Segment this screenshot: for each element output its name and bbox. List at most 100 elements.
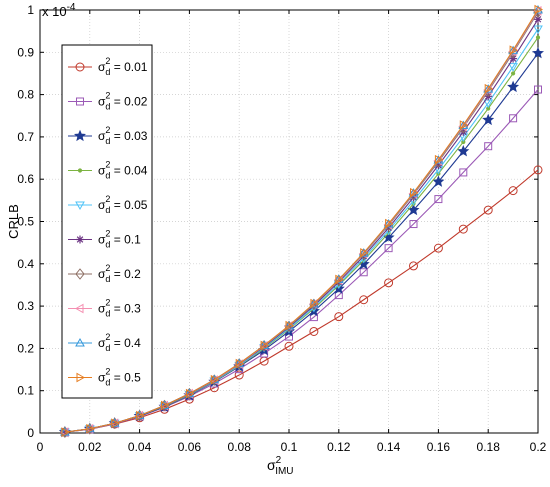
data-point bbox=[534, 85, 542, 94]
legend-entry: σ2 d = 0.4 bbox=[68, 332, 141, 353]
data-point bbox=[408, 188, 419, 197]
data-point bbox=[432, 175, 445, 187]
data-point bbox=[284, 341, 294, 351]
legend-label: σ2 d = 0.1 bbox=[98, 229, 141, 250]
data-point bbox=[359, 295, 369, 305]
legend-entry: σ2 d = 0.01 bbox=[68, 56, 148, 77]
legend-entry: σ2 d = 0.02 bbox=[68, 91, 148, 112]
data-point bbox=[310, 298, 319, 309]
data-point bbox=[508, 186, 518, 196]
data-point bbox=[234, 358, 245, 368]
y-axis-multiplier: x 10-4 bbox=[42, 2, 76, 19]
y-tick-label: 0.3 bbox=[17, 299, 34, 313]
data-point-center bbox=[511, 57, 515, 61]
data-point bbox=[458, 224, 468, 234]
data-point bbox=[259, 340, 269, 349]
y-tick-label: 0.4 bbox=[17, 257, 34, 271]
legend-label: σ2 d = 0.2 bbox=[98, 263, 141, 284]
data-point bbox=[61, 427, 70, 438]
data-point bbox=[209, 374, 220, 384]
data-point bbox=[434, 154, 444, 165]
data-point bbox=[533, 4, 543, 14]
data-point bbox=[136, 410, 145, 421]
data-point-center bbox=[63, 430, 67, 434]
legend-marker-center bbox=[78, 237, 82, 242]
legend-label: σ2 d = 0.02 bbox=[98, 91, 148, 112]
y-tick-label: 0.8 bbox=[17, 88, 34, 102]
data-point bbox=[510, 71, 516, 76]
y-multiplier-exponent: -4 bbox=[67, 2, 76, 13]
data-point bbox=[384, 244, 393, 253]
data-point bbox=[533, 165, 543, 175]
x-axis-label: σ2 IMU bbox=[267, 455, 294, 477]
data-point bbox=[309, 298, 319, 308]
data-point bbox=[360, 247, 369, 258]
data-point bbox=[484, 142, 493, 151]
data-point bbox=[433, 243, 443, 253]
legend-marker bbox=[76, 97, 84, 106]
data-point bbox=[409, 261, 418, 271]
legend-entry: σ2 d = 0.2 bbox=[68, 263, 141, 284]
data-point bbox=[508, 63, 518, 72]
data-point bbox=[260, 340, 270, 351]
data-point bbox=[234, 370, 244, 380]
data-point bbox=[333, 274, 344, 283]
data-point bbox=[111, 418, 120, 429]
y-tick-label: 0.2 bbox=[17, 341, 34, 355]
data-point bbox=[509, 114, 518, 123]
x-tick-label: 0.06 bbox=[178, 440, 202, 454]
legend-label: σ2 d = 0.01 bbox=[98, 56, 148, 77]
legend-marker bbox=[75, 62, 85, 72]
y-axis-ticks: 0 0.1 0.2 0.3 0.4 0.5 0.6 0.7 0.8 0.9 1 bbox=[17, 3, 538, 440]
data-point bbox=[534, 15, 542, 24]
y-axis-label: CRLB bbox=[6, 204, 21, 239]
x-tick-label: 0.16 bbox=[427, 440, 451, 454]
data-point bbox=[509, 45, 519, 56]
x-tick-label: 0.2 bbox=[530, 440, 547, 454]
data-point bbox=[459, 120, 469, 130]
legend-label: σ2 d = 0.4 bbox=[98, 332, 141, 353]
series-10 bbox=[61, 4, 544, 438]
x-axis-ticks: 0 0.02 0.04 0.06 0.08 0.1 0.12 0.14 0.16 0.18 0.2 bbox=[37, 10, 547, 454]
x-tick-label: 0.02 bbox=[78, 440, 102, 454]
y-tick-label: 0.1 bbox=[17, 384, 34, 398]
data-point bbox=[534, 4, 544, 15]
data-point bbox=[335, 274, 344, 285]
data-point bbox=[433, 155, 444, 164]
y-tick-label: 0.6 bbox=[17, 172, 34, 186]
data-point bbox=[483, 84, 494, 93]
data-point bbox=[382, 231, 395, 243]
y-tick-label: 0 bbox=[27, 426, 34, 440]
data-point bbox=[334, 312, 344, 322]
data-point bbox=[359, 268, 368, 277]
data-point bbox=[309, 326, 319, 336]
legend-entry: σ2 d = 0.05 bbox=[68, 194, 148, 215]
data-point bbox=[86, 423, 95, 434]
legend-marker bbox=[76, 235, 84, 244]
y-tick-label: 0.9 bbox=[17, 45, 34, 59]
legend-marker bbox=[75, 201, 85, 211]
data-point bbox=[161, 400, 170, 411]
data-point bbox=[334, 291, 343, 300]
data-point bbox=[483, 205, 493, 215]
data-point bbox=[410, 187, 419, 198]
legend-entry: σ2 d = 0.1 bbox=[68, 229, 141, 250]
data-point bbox=[533, 25, 543, 35]
data-point bbox=[185, 388, 195, 399]
x-tick-label: 0.14 bbox=[377, 440, 401, 454]
data-point bbox=[384, 278, 394, 288]
data-point bbox=[535, 35, 541, 40]
legend-marker bbox=[75, 268, 85, 280]
x-label-base: σ bbox=[267, 457, 276, 473]
y-multiplier-text: x 10 bbox=[42, 4, 67, 19]
data-point bbox=[509, 54, 518, 63]
data-point bbox=[235, 358, 245, 369]
legend-entry: σ2 d = 0.3 bbox=[68, 298, 141, 319]
legend-entry: σ2 d = 0.5 bbox=[68, 367, 141, 388]
data-point bbox=[484, 83, 494, 94]
x-label-sub: IMU bbox=[275, 466, 293, 477]
legend-label: σ2 d = 0.5 bbox=[98, 367, 141, 388]
data-point bbox=[507, 80, 520, 93]
x-tick-label: 0.08 bbox=[228, 440, 252, 454]
